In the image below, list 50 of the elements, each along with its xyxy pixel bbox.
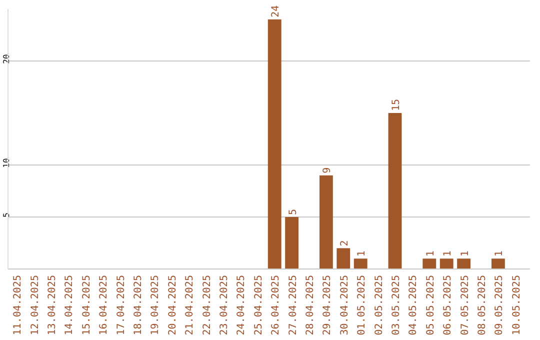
data-label: 2	[339, 240, 350, 246]
data-label: 15	[391, 98, 402, 111]
x-tick-label: 19.04.2025	[150, 275, 162, 336]
x-tick-label: 07.05.2025	[460, 275, 471, 336]
x-tick-label: 27.04.2025	[288, 275, 299, 336]
data-label: 24	[270, 5, 282, 18]
data-label: 9	[322, 167, 334, 174]
bar	[457, 258, 471, 269]
x-tick-label: 12.04.2025	[30, 275, 41, 336]
x-tick-label: 22.04.2025	[202, 275, 213, 336]
bar	[354, 258, 368, 269]
x-tick-label: 14.04.2025	[64, 275, 76, 336]
x-tick-label: 05.05.2025	[425, 275, 436, 336]
x-tick-label: 20.04.2025	[167, 275, 178, 336]
data-label: 1	[425, 250, 436, 257]
bar	[285, 217, 299, 269]
x-tick-label: 08.05.2025	[477, 275, 488, 336]
x-tick-label: 30.04.2025	[339, 275, 350, 336]
data-label: 1	[442, 250, 454, 257]
x-tick-label: 11.04.2025	[12, 275, 24, 336]
x-tick-label: 10.05.2025	[511, 275, 522, 336]
x-tick-label: 18.04.2025	[133, 275, 144, 336]
x-tick-label: 06.05.2025	[442, 275, 454, 336]
x-tick-label: 25.04.2025	[253, 275, 264, 336]
x-tick-label: 17.04.2025	[116, 275, 127, 336]
data-label: 5	[288, 208, 299, 215]
x-tick-label: 26.04.2025	[270, 275, 282, 336]
x-tick-label: 24.04.2025	[236, 275, 248, 336]
x-tick-label: 23.04.2025	[219, 275, 230, 336]
x-tick-label: 04.05.2025	[408, 275, 420, 336]
bar	[491, 258, 505, 269]
x-tick-label: 28.04.2025	[305, 275, 316, 336]
bar	[268, 19, 282, 269]
data-label: 1	[356, 250, 368, 257]
bar	[319, 175, 333, 269]
bar	[440, 258, 454, 269]
x-tick-label: 13.04.2025	[47, 275, 58, 336]
bar	[422, 258, 436, 269]
data-label: 1	[494, 250, 506, 257]
x-tick-label: 03.05.2025	[391, 275, 402, 336]
x-tick-label: 01.05.2025	[356, 275, 368, 336]
x-tick-label: 21.04.2025	[184, 275, 196, 336]
x-tick-label: 29.04.2025	[322, 275, 334, 336]
bar	[336, 248, 350, 269]
x-tick-label: 09.05.2025	[494, 275, 506, 336]
data-label: 1	[460, 250, 471, 257]
x-tick-label: 02.05.2025	[374, 275, 385, 336]
x-tick-label: 15.04.2025	[81, 275, 92, 336]
bar	[388, 113, 402, 269]
x-tick-label: 16.04.2025	[98, 275, 110, 336]
